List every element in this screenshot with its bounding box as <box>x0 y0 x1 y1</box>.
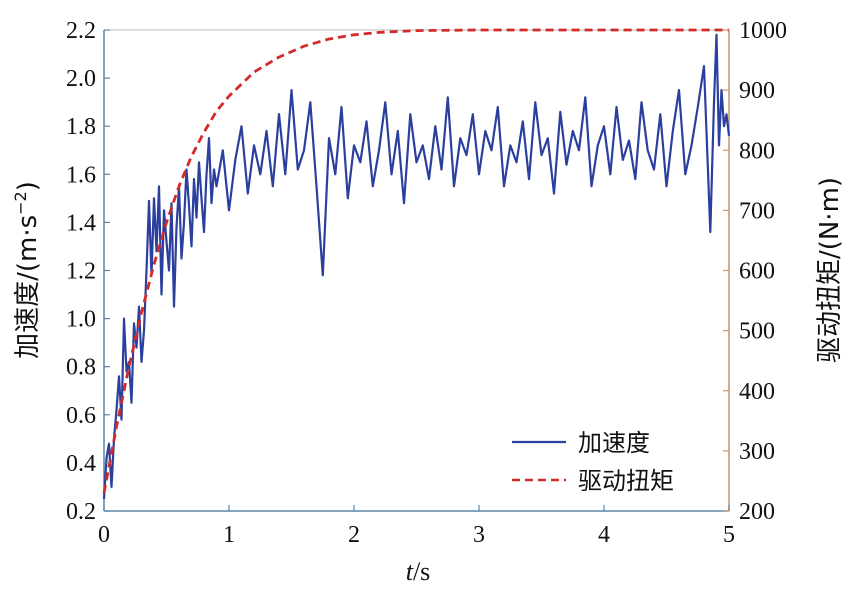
series-layer <box>102 28 731 500</box>
y-left-tick-label: 0.2 <box>66 499 96 525</box>
y-right-tick-label: 700 <box>739 198 775 224</box>
y-left-tick-label: 1.8 <box>66 114 96 140</box>
y-left-tick-label: 2.0 <box>66 66 96 92</box>
series-acceleration-line <box>102 33 731 500</box>
x-axis-title-unit: /s <box>413 557 430 586</box>
y-left-tick-label: 2.2 <box>66 18 96 44</box>
x-axis-title-var: t <box>406 557 414 586</box>
y-axis-left-title-sup: −2 <box>11 191 30 215</box>
y-right-tick-label: 400 <box>739 379 775 405</box>
x-axis: 0 1 2 3 4 5 <box>98 505 735 548</box>
legend-label-acceleration: 加速度 <box>578 429 650 457</box>
x-tick-label: 0 <box>98 522 110 548</box>
x-tick-label: 4 <box>598 522 610 548</box>
y-left-tick-label: 1.6 <box>66 162 96 188</box>
legend: 加速度 驱动扭矩 <box>512 429 674 495</box>
y-axis-right-title: 驱动扭矩/(N·m) <box>815 177 845 363</box>
y-axis-right: 200 300 400 500 600 700 800 900 1000 <box>723 18 787 525</box>
legend-label-torque: 驱动扭矩 <box>578 467 674 495</box>
y-axis-left: 0.2 0.4 0.6 0.8 1.0 1.2 1.4 1.6 1.8 2.0 2.2 <box>66 18 110 525</box>
y-left-tick-label: 0.8 <box>66 355 96 381</box>
y-right-tick-label: 200 <box>739 499 775 525</box>
y-left-tick-label: 0.6 <box>66 403 96 429</box>
y-left-tick-label: 1.0 <box>66 307 96 333</box>
x-tick-label: 2 <box>348 522 360 548</box>
y-right-tick-label: 500 <box>739 319 775 345</box>
x-axis-title: t/s <box>406 557 431 586</box>
y-axis-left-title: 加速度/(m·s−2) <box>11 181 43 359</box>
y-right-tick-label: 300 <box>739 439 775 465</box>
series-torque-line <box>102 28 729 494</box>
y-axis-left-title-text: 加速度/(m·s <box>13 215 43 359</box>
y-right-tick-label: 900 <box>739 78 775 104</box>
y-right-tick-label: 600 <box>739 259 775 285</box>
y-left-tick-label: 1.4 <box>66 210 96 236</box>
y-axis-left-title-close: ) <box>13 181 43 191</box>
x-tick-label: 3 <box>473 522 485 548</box>
x-tick-label: 5 <box>723 522 735 548</box>
y-right-tick-label: 1000 <box>739 18 787 44</box>
y-left-tick-label: 0.4 <box>66 451 96 477</box>
y-right-tick-label: 800 <box>739 138 775 164</box>
y-left-tick-label: 1.2 <box>66 259 96 285</box>
x-tick-label: 1 <box>223 522 235 548</box>
